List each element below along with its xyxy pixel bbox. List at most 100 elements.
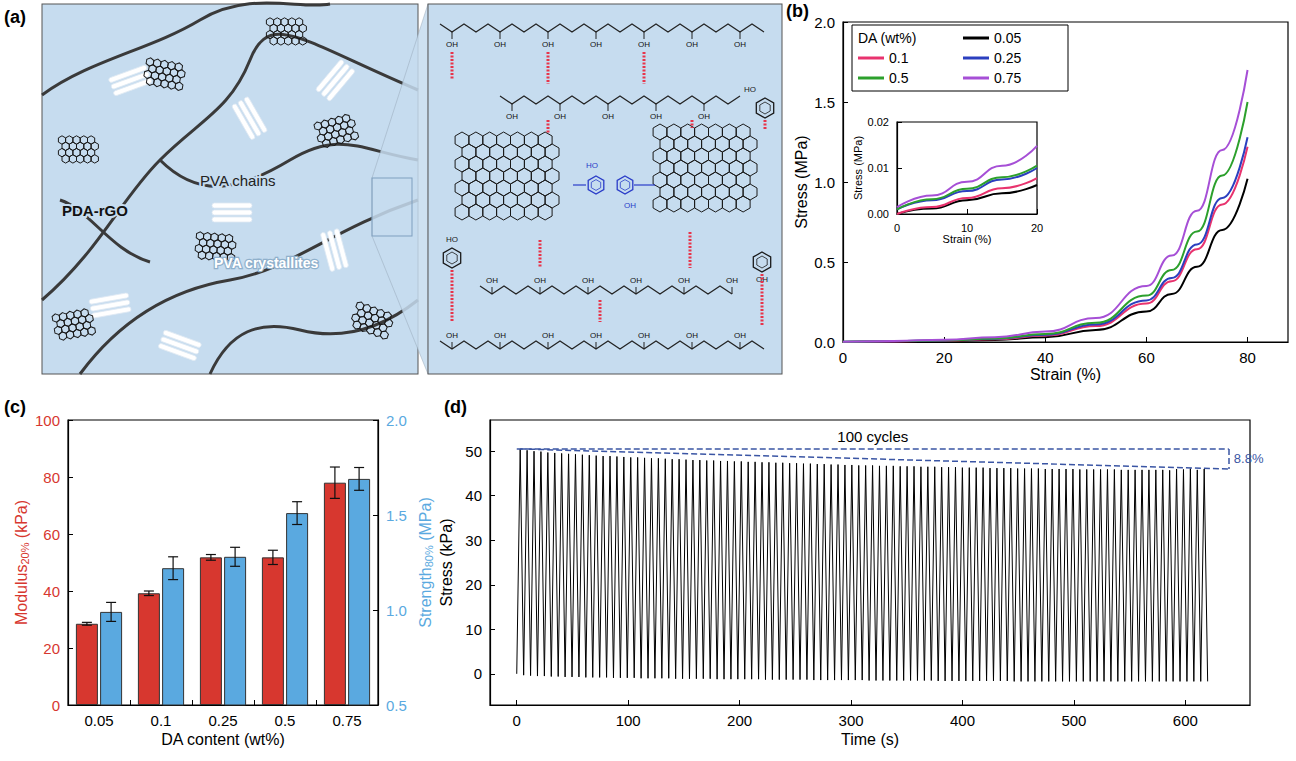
svg-text:40: 40	[1037, 349, 1054, 366]
svg-text:(kPa): (kPa)	[13, 500, 30, 543]
svg-text:20: 20	[43, 640, 60, 657]
svg-text:0.25: 0.25	[994, 50, 1021, 66]
svg-text:40: 40	[465, 487, 482, 504]
svg-text:0: 0	[894, 222, 900, 234]
svg-text:OH: OH	[542, 331, 554, 340]
svg-text:PVA chains: PVA chains	[200, 172, 276, 189]
svg-text:OH: OH	[638, 331, 650, 340]
svg-text:1.5: 1.5	[386, 507, 407, 524]
svg-text:0: 0	[474, 665, 482, 682]
svg-text:10: 10	[961, 222, 973, 234]
svg-text:(d): (d)	[444, 397, 467, 417]
svg-text:OH: OH	[734, 40, 746, 49]
svg-text:0.5: 0.5	[889, 70, 909, 86]
svg-text:0.02: 0.02	[868, 116, 889, 128]
svg-text:Stress (MPa): Stress (MPa)	[793, 135, 810, 228]
svg-text:20: 20	[936, 349, 953, 366]
svg-text:OH: OH	[486, 276, 498, 285]
svg-text:20: 20	[465, 576, 482, 593]
svg-text:OH: OH	[554, 112, 566, 121]
svg-text:200: 200	[727, 712, 752, 729]
svg-text:DA content (wt%): DA content (wt%)	[161, 731, 285, 748]
svg-text:OH: OH	[494, 331, 506, 340]
svg-text:Stress (MPa): Stress (MPa)	[852, 136, 864, 200]
svg-text:OH: OH	[506, 112, 518, 121]
svg-text:2.0: 2.0	[386, 412, 407, 429]
svg-text:HO: HO	[586, 161, 598, 170]
svg-text:600: 600	[1173, 712, 1198, 729]
svg-text:OH: OH	[494, 40, 506, 49]
svg-text:0.5: 0.5	[814, 254, 835, 271]
svg-text:OH: OH	[590, 40, 602, 49]
svg-text:0.00: 0.00	[868, 208, 889, 220]
svg-text:OH: OH	[686, 331, 698, 340]
svg-text:80: 80	[43, 469, 60, 486]
svg-text:OH: OH	[734, 331, 746, 340]
svg-text:60: 60	[1138, 349, 1155, 366]
svg-text:0.1: 0.1	[151, 712, 172, 729]
svg-text:30: 30	[465, 532, 482, 549]
svg-text:OH: OH	[446, 331, 458, 340]
svg-text:2.0: 2.0	[814, 14, 835, 31]
svg-text:0.75: 0.75	[994, 70, 1021, 86]
svg-text:Strain (%): Strain (%)	[943, 233, 992, 245]
svg-text:OH: OH	[590, 331, 602, 340]
svg-text:OH: OH	[534, 276, 546, 285]
svg-text:0.5: 0.5	[386, 697, 407, 714]
svg-text:0: 0	[52, 697, 60, 714]
svg-text:OH: OH	[698, 112, 710, 121]
svg-text:PDA-rGO: PDA-rGO	[62, 202, 128, 219]
svg-text:60: 60	[43, 526, 60, 543]
svg-text:OH: OH	[630, 276, 642, 285]
svg-text:0.0: 0.0	[814, 334, 835, 351]
svg-text:OH: OH	[638, 40, 650, 49]
svg-text:OH: OH	[624, 201, 636, 210]
svg-text:1.0: 1.0	[814, 174, 835, 191]
svg-text:80%: 80%	[423, 545, 435, 567]
svg-text:OH: OH	[650, 112, 662, 121]
svg-text:OH: OH	[446, 40, 458, 49]
svg-text:80: 80	[1239, 349, 1256, 366]
svg-text:0.1: 0.1	[889, 50, 909, 66]
svg-text:DA (wt%): DA (wt%)	[858, 30, 916, 46]
svg-text:(c): (c)	[4, 397, 26, 417]
svg-text:300: 300	[839, 712, 864, 729]
svg-text:Strength: Strength	[417, 567, 434, 627]
svg-text:100 cycles: 100 cycles	[837, 428, 908, 445]
svg-text:OH: OH	[582, 276, 594, 285]
svg-text:0.01: 0.01	[868, 162, 889, 174]
svg-text:0: 0	[513, 712, 521, 729]
svg-text:HO: HO	[446, 235, 458, 244]
svg-text:PVA crystallites: PVA crystallites	[214, 255, 318, 271]
svg-text:1.5: 1.5	[814, 94, 835, 111]
svg-text:Strain (%): Strain (%)	[1030, 366, 1101, 383]
svg-text:40: 40	[43, 583, 60, 600]
svg-text:(b): (b)	[786, 1, 809, 21]
svg-text:OH: OH	[542, 40, 554, 49]
svg-text:8.8%: 8.8%	[1234, 451, 1264, 466]
svg-text:OH: OH	[602, 112, 614, 121]
svg-text:Modulus: Modulus	[13, 565, 30, 625]
svg-text:OH: OH	[678, 276, 690, 285]
svg-text:50: 50	[465, 443, 482, 460]
svg-text:20: 20	[1031, 222, 1043, 234]
svg-text:0.5: 0.5	[275, 712, 296, 729]
svg-text:(MPa): (MPa)	[417, 497, 434, 545]
svg-text:500: 500	[1061, 712, 1086, 729]
svg-text:10: 10	[465, 621, 482, 638]
svg-text:100: 100	[616, 712, 641, 729]
svg-text:1.0: 1.0	[386, 602, 407, 619]
svg-text:100: 100	[35, 412, 60, 429]
svg-text:20%: 20%	[19, 542, 31, 564]
svg-text:HO: HO	[744, 85, 756, 94]
svg-text:OH: OH	[686, 40, 698, 49]
svg-text:0.05: 0.05	[994, 30, 1021, 46]
svg-text:Time (s): Time (s)	[841, 731, 899, 748]
svg-text:0.05: 0.05	[84, 712, 113, 729]
svg-text:0.25: 0.25	[208, 712, 237, 729]
svg-text:0: 0	[839, 349, 847, 366]
svg-text:OH: OH	[726, 276, 738, 285]
svg-text:0.75: 0.75	[332, 712, 361, 729]
svg-text:400: 400	[950, 712, 975, 729]
svg-text:Stress (kPa): Stress (kPa)	[438, 518, 455, 606]
